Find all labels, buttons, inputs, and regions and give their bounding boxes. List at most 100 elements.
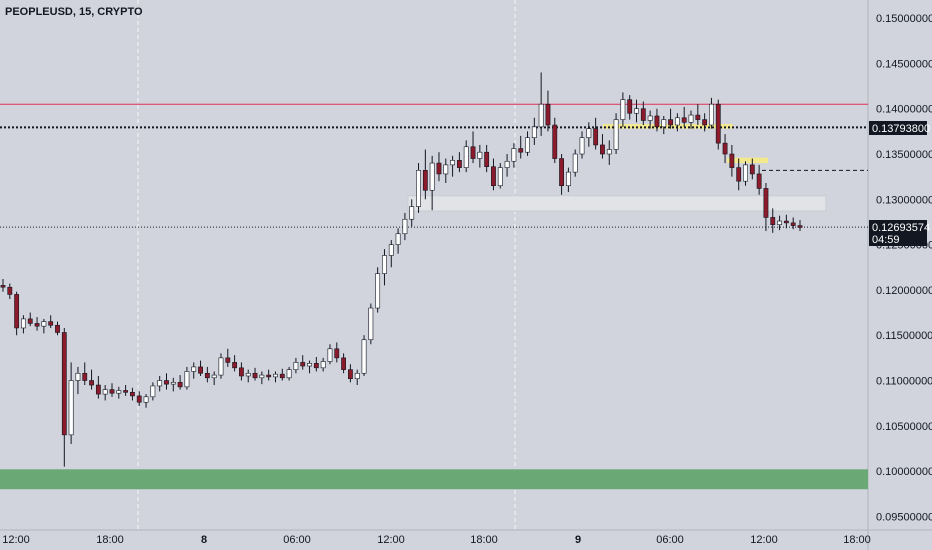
candle-body	[429, 162, 435, 191]
x-tick-label: 18:00	[96, 534, 124, 546]
candle-body	[14, 294, 20, 329]
candle-body	[354, 372, 360, 380]
candle	[572, 149, 578, 177]
candle-body	[715, 103, 721, 144]
candle-body	[27, 318, 33, 324]
candle	[245, 369, 251, 383]
candle	[361, 335, 367, 376]
candle	[388, 240, 394, 268]
candle-body	[702, 119, 708, 126]
candle	[204, 366, 210, 383]
candle-body	[634, 108, 639, 114]
last-price-text: 0.12693574	[872, 222, 930, 234]
candle-body	[334, 348, 340, 359]
candle-body	[416, 170, 421, 207]
candle-body	[225, 357, 231, 363]
candle-body	[559, 158, 564, 187]
candle	[674, 113, 680, 132]
candle	[116, 386, 122, 399]
candle-body	[497, 167, 503, 187]
candle-body	[55, 324, 60, 333]
candle	[170, 377, 176, 392]
zones	[0, 124, 868, 490]
candle	[729, 144, 735, 177]
candle-body	[511, 148, 517, 162]
candle-body	[136, 395, 142, 403]
candle-body	[266, 374, 272, 378]
candle	[586, 122, 592, 147]
candle	[109, 383, 115, 397]
candle	[695, 104, 701, 126]
candle-body	[232, 362, 238, 369]
candle-body	[68, 380, 74, 436]
candle-body	[777, 220, 782, 225]
candle-body	[538, 103, 544, 128]
candle	[749, 158, 755, 180]
candle-body	[89, 380, 94, 386]
candle	[313, 356, 319, 372]
candle-body	[620, 99, 626, 120]
y-tick-label: 0.13500000	[876, 149, 932, 161]
candle	[600, 134, 605, 159]
y-tick-label: 0.11000000	[876, 376, 932, 388]
range-box	[407, 195, 827, 212]
candle-body	[456, 160, 462, 168]
candle	[620, 92, 626, 127]
candle	[259, 371, 265, 385]
candle-body	[443, 164, 449, 175]
candle	[756, 164, 762, 195]
last-price-tag: 0.12693574 04:59	[869, 220, 930, 246]
candle-body	[477, 151, 483, 159]
candle	[375, 267, 381, 313]
candle	[164, 373, 169, 390]
candle-body	[61, 332, 67, 436]
level-price-tag: 0.13793800	[869, 121, 930, 135]
candle	[75, 366, 81, 395]
x-tick-label: 9	[575, 534, 581, 546]
y-tick-label: 0.14000000	[876, 104, 932, 116]
candle	[61, 327, 67, 467]
candle	[668, 108, 673, 129]
candle-body	[640, 108, 646, 121]
candle	[450, 155, 456, 177]
candle	[593, 117, 599, 150]
candle-body	[327, 348, 333, 362]
x-tick-label: 18:00	[843, 534, 871, 546]
candle	[559, 154, 564, 195]
candle	[606, 140, 612, 165]
candle	[702, 113, 708, 132]
candle	[286, 366, 292, 381]
candle-body	[0, 285, 6, 288]
candle	[191, 362, 197, 379]
candle	[89, 369, 94, 390]
candle-body	[184, 371, 190, 388]
candle	[123, 385, 129, 396]
candle	[681, 106, 687, 127]
candle	[218, 353, 224, 379]
candle	[150, 382, 156, 401]
candle	[307, 360, 312, 374]
chart-title: PEOPLEUSD, 15, CRYPTO	[5, 6, 143, 18]
candle-body	[252, 372, 258, 379]
candle-body	[763, 188, 769, 218]
x-tick-label: 06:00	[656, 534, 684, 546]
countdown-text: 04:59	[872, 234, 900, 246]
candle	[783, 214, 789, 229]
candle-body	[593, 128, 599, 146]
candle	[177, 375, 183, 390]
candle	[429, 155, 435, 211]
candle-body	[170, 382, 176, 385]
candle	[225, 348, 231, 367]
y-tick-label: 0.11500000	[876, 330, 932, 342]
candle-body	[565, 171, 571, 187]
candle-body	[48, 321, 54, 326]
candle-body	[375, 273, 381, 309]
candle-body	[586, 128, 592, 139]
candle-body	[307, 362, 312, 367]
candle	[95, 375, 101, 399]
candle-body	[674, 117, 680, 126]
candle-body	[82, 372, 88, 381]
candle-body	[572, 153, 578, 173]
